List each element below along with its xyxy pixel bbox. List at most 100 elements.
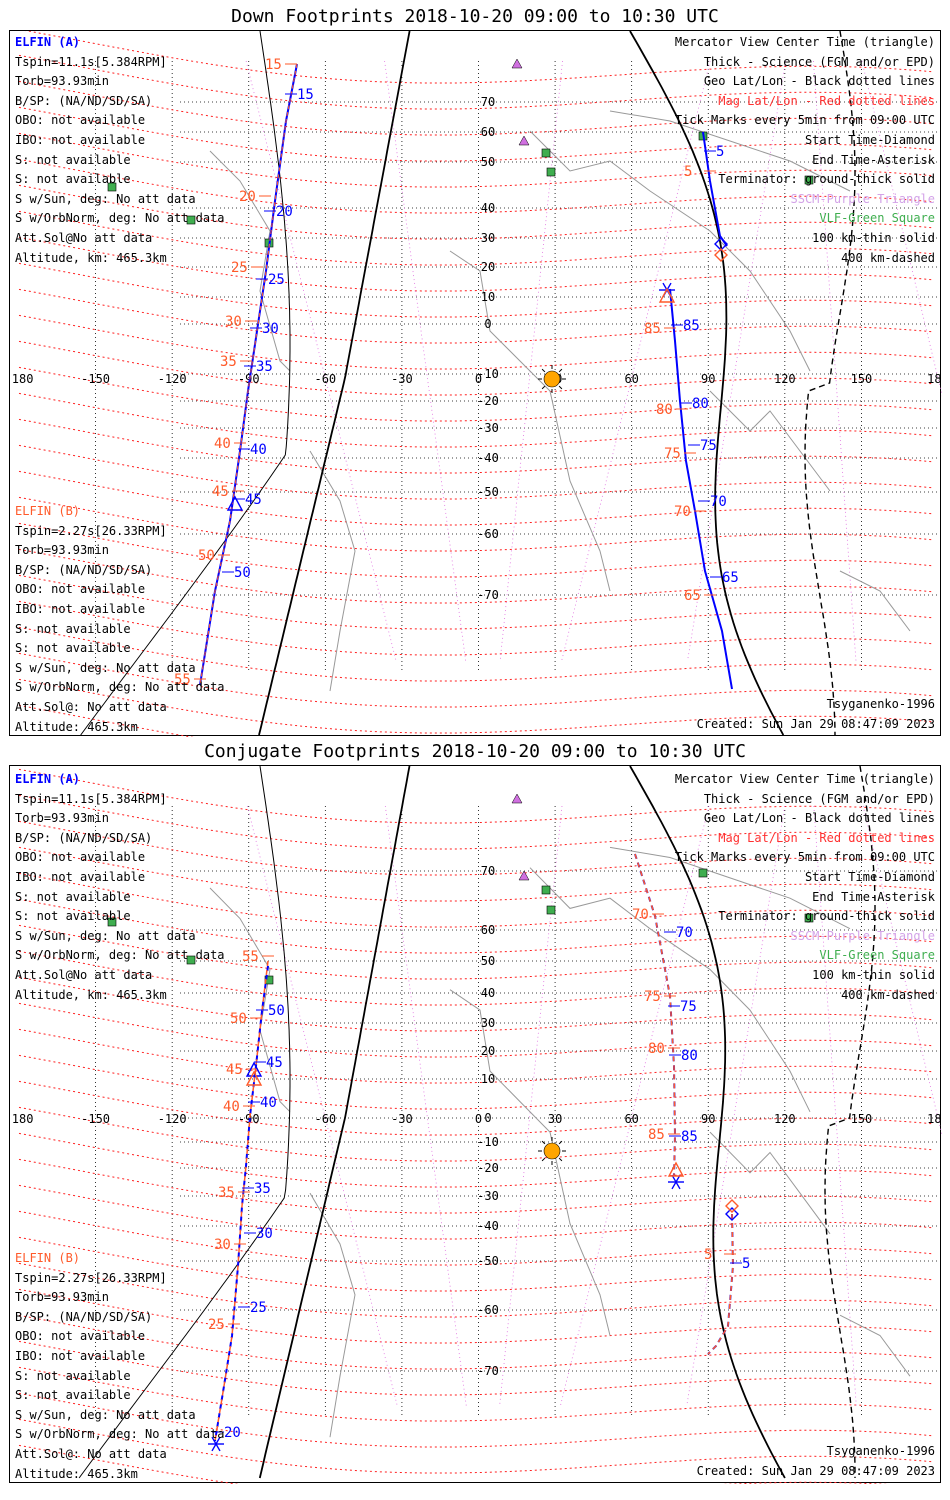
info-line: Tspin=11.1s[5.384RPM] [15,54,167,69]
footprint-400km [804,31,856,736]
track-a-time-label: 30 [262,321,279,337]
info-line: Att.Sol@No att data [15,230,153,245]
mag-latitude-line [18,1418,935,1474]
legend-item: Start Time-Diamond [804,869,935,884]
lat-tick-label: 60 [481,923,495,937]
info-line: Torb=93.93min [15,811,109,826]
info-line: Torb=93.93min [15,1290,109,1305]
east-b-time-label: 65 [684,588,701,604]
lat-tick-label: 20 [481,260,495,274]
info-line: Altitude: 465.3km [15,1466,138,1481]
track-a-time-label: 15 [297,87,314,103]
mag-latitude-line [18,898,935,954]
info-line: B/SP: (NA/ND/SD/SA) [15,830,153,845]
lon-tick-label: -60 [314,372,336,386]
track-b-time-label: 35 [218,1185,235,1201]
legend-item: Mercator View Center Time (triangle) [674,35,935,49]
sscm-triangle-icon [518,870,530,881]
info-line: S: not available [15,152,131,167]
lon-tick-label: 120 [774,372,796,386]
east-b-time-label: 5 [704,1247,712,1263]
mag-latitude-line [18,288,935,344]
footprint-100km [78,766,291,1479]
legend-item: Thick - Science (FGM and/or EPD) [703,791,935,806]
mag-latitude-line [18,522,935,578]
elfin-b-track-east-south [707,1213,734,1355]
coastline [529,130,811,372]
legend-item: Terminator: ground-thick solid [718,172,935,187]
mag-latitude-line [18,872,935,928]
legend-item: End Time-Asterisk [812,889,935,904]
vlf-square-icon [546,167,556,177]
down-footprints-map: -180-150-120-90-60-300306090120150180706… [9,30,942,737]
mag-meridian [861,60,942,397]
coastline [309,450,356,692]
mag-latitude-line [18,366,935,422]
elfin-b-track [199,63,298,686]
track-b-time-label: 30 [225,314,242,330]
info-line: S: not available [15,172,131,187]
terminator-line [258,31,411,736]
legend-item: Thick - Science (FGM and/or EPD) [703,54,935,69]
mag-latitude-line [18,976,935,1032]
track-a-time-label: 50 [268,1003,285,1019]
sun-ray [558,1140,563,1145]
mag-latitude-line [18,600,935,656]
east-a-time-label: 70 [676,925,693,941]
elfin-a-title: ELFIN (A) [15,35,81,49]
info-line: Att.Sol@: No att data [15,1446,167,1461]
legend-item: SSCM-Purple Triangle [790,928,936,943]
vlf-square-icon [541,885,551,895]
sun-ray [541,385,546,390]
vlf-square-icon [107,917,117,927]
mag-meridian [384,60,467,662]
lat-tick-label: 70 [481,864,495,878]
east-a-time-label: 5 [742,1256,750,1272]
vlf-square-icon [546,905,556,915]
legend-item: Mag Lat/Lon - Red dotted lines [718,830,935,845]
east-a-time-label: 65 [722,570,739,586]
lon-tick-label: -30 [391,372,413,386]
elfin-a-track [214,965,269,1442]
created-timestamp: Created: Sun Jan 29 08:47:09 2023 [696,717,935,731]
mag-latitude-line [18,846,935,902]
end-asterisk-icon [671,1174,681,1190]
center-time-triangle-icon [245,1070,263,1086]
lon-tick-label: -150 [81,372,110,386]
info-line: B/SP: (NA/ND/SD/SA) [15,562,153,577]
track-a-time-label: 45 [245,492,262,508]
coastline [839,570,911,632]
elfin-a-info: ELFIN (A) Tspin=11.1s[5.384RPM] Torb=93.… [15,770,225,1005]
legend-item: SSCM-Purple Triangle [790,191,936,206]
lon-tick-label: -180 [10,1112,33,1126]
info-line: IBO: not available [15,869,146,884]
track-a-time-label: 40 [250,442,267,458]
mag-latitude-line [18,340,935,396]
info-line: S w/OrbNorm, deg: No att data [15,948,225,963]
mag-latitude-line [18,158,935,214]
legend-item: Start Time-Diamond [804,132,935,147]
vlf-square-icon [698,868,708,878]
lat-tick-label: 50 [481,954,495,968]
info-line: S w/Sun, deg: No att data [15,191,196,206]
vlf-square-icon [186,955,196,965]
legend-item: 400 km-dashed [841,987,935,1002]
mag-latitude-line [18,1028,935,1084]
mag-latitude-line [18,1054,935,1110]
info-line: Tspin=11.1s[5.384RPM] [15,791,167,806]
mag-meridian [813,60,857,662]
mag-latitude-line [18,132,935,188]
lat-tick-label: 0 [484,317,491,331]
center-time-triangle-icon [226,495,244,511]
lat-tick-label: -10 [477,367,499,381]
sun-ray [558,1157,563,1162]
info-line: S w/Sun, deg: No att data [15,1407,196,1422]
lat-tick-label: -20 [477,394,499,408]
track-a-time-label: 35 [254,1181,271,1197]
map-canvas-down: -180-150-120-90-60-300306090120150180706… [10,31,942,737]
east-b-time-label: 75 [664,446,681,462]
info-line: Att.Sol@No att data [15,967,153,982]
legend-item: Terminator: ground-thick solid [718,909,935,924]
track-b-time-label: 50 [230,1011,247,1027]
track-b-time-label: 55 [174,672,191,688]
